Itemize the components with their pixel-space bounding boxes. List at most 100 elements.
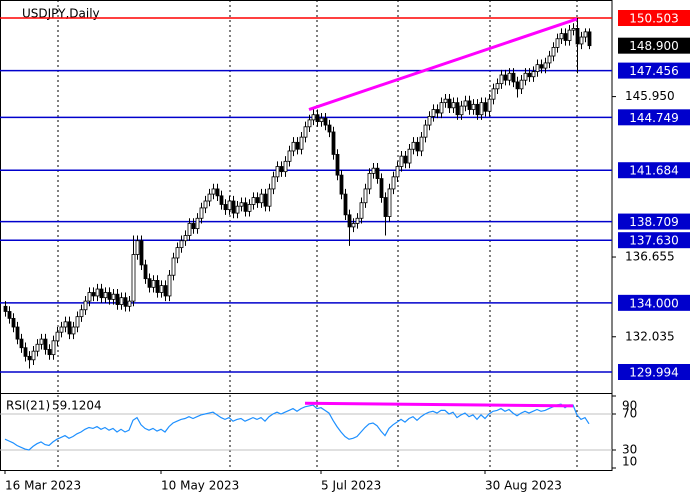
candle-body <box>543 62 548 69</box>
candle-body <box>339 174 344 195</box>
candle-body <box>279 166 284 173</box>
candle-body <box>535 64 540 72</box>
rsi-value: 59.1204 <box>52 399 102 413</box>
candle-body <box>399 155 404 167</box>
last-price-box <box>618 37 690 54</box>
candle-body <box>191 223 196 230</box>
level-label: 138.709 <box>629 215 679 229</box>
candle-body <box>15 326 20 340</box>
candle-body <box>227 200 232 211</box>
candle-body <box>359 202 364 219</box>
candle-body <box>3 305 8 312</box>
x-tick-label: 16 Mar 2023 <box>5 479 81 493</box>
candle-body <box>127 300 132 307</box>
candle-body <box>139 240 144 266</box>
candle-body <box>351 223 356 228</box>
candle-body <box>135 240 140 255</box>
candle-body <box>355 217 360 224</box>
candle-body <box>375 167 380 179</box>
candle-body <box>31 350 36 361</box>
rsi-line <box>4 403 590 451</box>
candle-body <box>259 193 264 204</box>
candle-body <box>243 202 248 212</box>
candle-body <box>515 81 520 90</box>
y-tick-label: 145.950 <box>625 89 675 103</box>
candle-body <box>379 178 384 198</box>
x-tick-label: 5 Jul 2023 <box>321 479 381 493</box>
candle-body <box>167 274 172 297</box>
candle-body <box>39 338 44 345</box>
candle-body <box>563 33 568 41</box>
candle-body <box>175 247 180 259</box>
level-label-box <box>618 10 690 27</box>
candle-body <box>223 204 228 211</box>
x-tick-label: 10 May 2023 <box>161 479 239 493</box>
candle-body <box>335 154 340 176</box>
candle-body <box>443 98 448 104</box>
level-label: 137.630 <box>629 234 679 248</box>
candle-body <box>119 297 124 305</box>
candle-body <box>431 109 436 117</box>
y-tick-label: 132.035 <box>625 329 675 343</box>
candle-body <box>263 193 268 207</box>
candle-body <box>75 316 80 328</box>
candle-body <box>43 338 48 350</box>
candle-body <box>247 204 252 212</box>
candle-body <box>203 200 208 209</box>
candle-body <box>571 28 576 31</box>
candle-body <box>483 102 488 112</box>
candle-body <box>323 117 328 126</box>
candle-body <box>459 105 464 116</box>
level-label: 144.749 <box>629 111 679 125</box>
candle-body <box>363 188 368 204</box>
candle-body <box>267 188 272 207</box>
candle-body <box>391 176 396 190</box>
candle-body <box>291 141 296 152</box>
rsi-trendline <box>304 401 574 408</box>
vertical-grid <box>57 0 578 470</box>
candle-body <box>311 114 316 121</box>
candle-body <box>487 98 492 112</box>
candle-body <box>27 355 32 361</box>
candle-body <box>455 102 460 116</box>
candle-body <box>395 166 400 178</box>
candle-body <box>155 280 160 293</box>
candle-body <box>419 136 424 152</box>
candle-body <box>211 188 216 195</box>
candle-body <box>11 317 16 328</box>
candle-body <box>7 311 12 319</box>
level-label-box <box>618 363 690 380</box>
rsi-tick-label: 10 <box>622 455 637 469</box>
candle-body <box>251 197 256 205</box>
candle-body <box>583 31 588 38</box>
candle-body <box>183 235 188 242</box>
candle-body <box>215 188 220 197</box>
candle-body <box>207 193 212 202</box>
candle-body <box>519 79 524 90</box>
candle-body <box>95 288 100 297</box>
candle-body <box>231 200 236 214</box>
candle-body <box>67 321 72 335</box>
candle-body <box>435 109 440 114</box>
candle-body <box>287 150 292 162</box>
candle-body <box>199 207 204 219</box>
candle-body <box>275 166 280 178</box>
level-label-box <box>618 294 690 311</box>
candle-body <box>451 102 456 109</box>
candle-body <box>523 72 528 81</box>
candle-body <box>147 278 152 288</box>
level-label-box <box>618 213 690 230</box>
candle-body <box>303 126 308 138</box>
candle-body <box>107 292 112 300</box>
candle-body <box>539 64 544 69</box>
candle-body <box>507 72 512 81</box>
candle-body <box>299 136 304 150</box>
candle-body <box>575 28 580 45</box>
candle-body <box>327 124 332 133</box>
candle-body <box>47 349 52 356</box>
level-label-box <box>618 162 690 179</box>
candle-body <box>527 72 532 78</box>
candle-body <box>343 193 348 216</box>
candle-body <box>423 124 428 138</box>
